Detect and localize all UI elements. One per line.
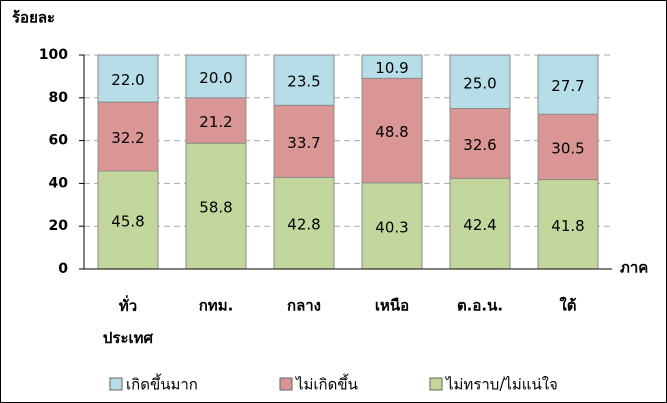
data-label: 32.6 <box>463 136 496 154</box>
y-tick-label: 20 <box>49 218 69 234</box>
legend-swatch <box>109 377 123 391</box>
data-label: 45.8 <box>111 212 144 230</box>
data-label: 30.5 <box>551 139 584 157</box>
bar-segment <box>273 54 335 106</box>
bar-segment <box>449 108 511 179</box>
bar-segment <box>537 54 599 115</box>
data-label: 23.5 <box>287 73 320 91</box>
data-label: 33.7 <box>287 134 320 152</box>
data-label: 42.4 <box>463 216 496 234</box>
data-label: 42.8 <box>287 216 320 234</box>
x-tick-label: เหนือ <box>375 297 409 315</box>
data-label: 41.8 <box>551 217 584 235</box>
bar-segment <box>537 113 599 181</box>
bar-segment <box>537 179 599 270</box>
x-tick-label: ทั่วประเทศ <box>103 295 154 347</box>
data-label: 21.2 <box>199 113 232 131</box>
legend-label: ไม่ทราบ/ไม่แน่ใจ <box>445 376 558 394</box>
data-label: 48.8 <box>375 123 408 141</box>
y-tick-label: 40 <box>49 175 69 191</box>
legend-label: เกิดขึ้นมาก <box>126 374 198 394</box>
bar-segment <box>449 54 511 109</box>
x-tick-label: กทม. <box>199 297 234 315</box>
bar-segment <box>97 54 159 103</box>
legend-label: ไม่เกิดขึ้น <box>295 374 358 394</box>
bar-segment <box>273 104 335 178</box>
data-label: 58.8 <box>199 199 232 217</box>
legend-swatch <box>429 377 443 391</box>
data-label: 25.0 <box>463 74 496 92</box>
bar-segment <box>185 54 247 99</box>
data-label: 20.0 <box>199 69 232 87</box>
bar-segment <box>185 142 247 270</box>
data-label: 27.7 <box>551 77 584 95</box>
data-label: 32.2 <box>111 129 144 147</box>
x-tick-label: ใต้ <box>559 297 576 315</box>
y-axis-label: ร้อยละ <box>12 9 55 27</box>
y-tick-label: 80 <box>49 90 69 106</box>
y-tick-label: 100 <box>39 47 68 63</box>
y-tick-label: 0 <box>58 261 68 277</box>
x-tick-label: ต.อ.น. <box>457 297 503 315</box>
bar-segment <box>185 97 247 144</box>
bar-segment <box>449 177 511 270</box>
legend-swatch <box>279 377 293 391</box>
data-label: 22.0 <box>111 71 144 89</box>
y-tick-label: 60 <box>49 133 69 149</box>
data-label: 40.3 <box>375 218 408 236</box>
x-axis-label: ภาค <box>620 259 648 277</box>
x-tick-label: กลาง <box>287 297 321 315</box>
data-label: 10.9 <box>375 59 408 77</box>
bar-segment <box>361 54 423 79</box>
